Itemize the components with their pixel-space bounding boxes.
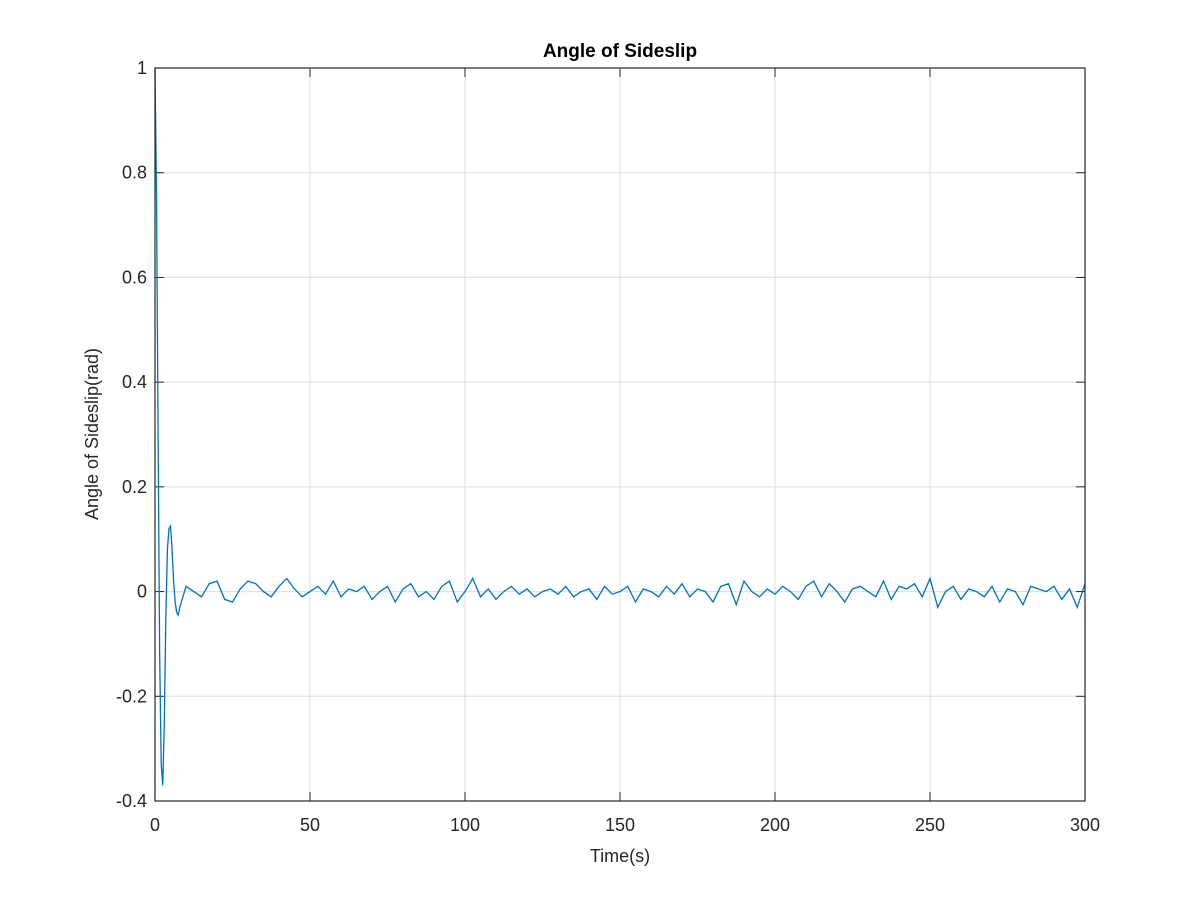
y-tick-label: 0.8 bbox=[122, 163, 147, 183]
y-tick-label: -0.4 bbox=[116, 791, 147, 811]
x-tick-label: 250 bbox=[915, 815, 945, 835]
plot-frame bbox=[154, 67, 1086, 802]
x-tick-label: 200 bbox=[760, 815, 790, 835]
x-tick-label: 50 bbox=[300, 815, 320, 835]
x-tick-label: 100 bbox=[450, 815, 480, 835]
y-tick-label: 0.6 bbox=[122, 267, 147, 287]
y-tick-label: 1 bbox=[137, 58, 147, 78]
x-tick-label: 0 bbox=[150, 815, 160, 835]
y-tick-label: 0.4 bbox=[122, 372, 147, 392]
data-line bbox=[154, 67, 1086, 786]
y-tick-label: 0.2 bbox=[122, 477, 147, 497]
x-tick-label: 150 bbox=[605, 815, 635, 835]
y-tick-label: -0.2 bbox=[116, 686, 147, 706]
chart-title: Angle of Sideslip bbox=[543, 41, 697, 62]
y-axis-label: Angle of Sideslip(rad) bbox=[82, 348, 102, 520]
x-tick-label: 300 bbox=[1070, 815, 1100, 835]
x-axis-label: Time(s) bbox=[590, 846, 650, 866]
y-tick-label: 0 bbox=[137, 582, 147, 602]
